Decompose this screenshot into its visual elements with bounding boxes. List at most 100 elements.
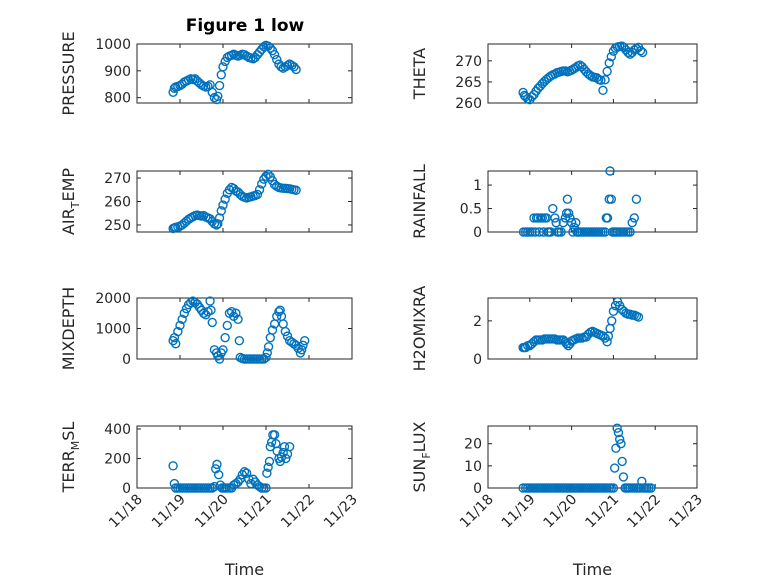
mixdepth-ytick-label: 2000 <box>95 291 131 307</box>
mixdepth-data-point <box>226 307 237 317</box>
figure-title: Figure 1 low <box>186 16 305 36</box>
sun_flux-data-point <box>617 456 627 467</box>
sun_flux-ytick-label: 20 <box>464 437 482 453</box>
sun_flux-ytick-label: 0 <box>473 481 482 497</box>
sun_flux-data-point <box>618 472 629 482</box>
air_temp-data-point <box>224 185 235 195</box>
air_temp-data-point <box>261 171 271 181</box>
sun_flux-panel: 0 10 20 11/18 11/19 11/20 11/21 11/22 11/23 Time S… <box>410 421 706 579</box>
theta-data-point <box>604 58 614 68</box>
terr_msl-data-point <box>239 467 250 477</box>
mixdepth-data-point <box>231 308 241 318</box>
air_temp-data-point <box>216 206 226 216</box>
h2omixra-data-point <box>607 316 617 326</box>
pressure-panel: 800 900 1000 PRESSURE <box>59 31 353 116</box>
sun_flux-xtick-label: 11/20 <box>541 492 581 532</box>
rainfall-data-point <box>568 227 578 237</box>
rainfall-points <box>518 166 642 237</box>
sun_flux-ytick-label: 10 <box>464 459 482 475</box>
pressure-data-point <box>291 64 301 75</box>
mixdepth-ytick-label: 1000 <box>95 322 131 338</box>
theta-data-point <box>602 66 612 77</box>
sun_flux-points <box>518 423 656 493</box>
mixdepth-data-point <box>179 308 190 318</box>
terr_msl-data-point <box>284 441 295 452</box>
h2omixra-ytick-label: 0 <box>473 352 482 368</box>
mixdepth-points <box>168 296 310 364</box>
sun_flux-xtick-label: 11/19 <box>499 492 539 532</box>
mixdepth-data-point <box>218 345 228 355</box>
theta-panel: 260 265 270 THETA <box>410 41 698 112</box>
rainfall-data-point <box>538 227 549 237</box>
terr_msl-data-point <box>246 478 256 489</box>
pressure-ytick-label: 800 <box>104 91 131 107</box>
mixdepth-data-point <box>234 336 245 346</box>
terr_msl-data-point <box>275 456 285 467</box>
pressure-ytick-label: 900 <box>104 64 131 80</box>
theta-ytick-label: 260 <box>455 96 482 112</box>
terr_msl-data-point <box>207 483 217 493</box>
h2omixra-points <box>518 297 644 353</box>
mixdepth-data-point <box>274 307 284 317</box>
terr_msl-xtick-label: 11/22 <box>278 492 318 532</box>
h2omixra-ylabel: H2OMIXRA <box>410 286 429 372</box>
rainfall-data-point <box>562 194 573 204</box>
terr_msl-data-point <box>213 470 224 480</box>
mixdepth-data-point <box>205 296 215 306</box>
terr_msl-data-point <box>254 481 265 492</box>
theta-data-point <box>623 47 633 58</box>
rainfall-data-point <box>625 227 635 237</box>
h2omixra-data-point <box>602 337 612 347</box>
mixdepth-data-point <box>186 297 196 308</box>
theta-data-point <box>600 75 610 85</box>
mixdepth-data-point <box>261 352 271 363</box>
mixdepth-data-point <box>220 332 230 343</box>
terr_msl-points <box>168 430 295 493</box>
air_temp-data-point <box>291 185 301 195</box>
terr_msl-xtick-label: 11/20 <box>192 492 232 532</box>
terr_msl-data-point <box>269 430 280 440</box>
rainfall-data-point <box>605 166 615 176</box>
mixdepth-data-point <box>298 340 308 350</box>
air_temp-data-point <box>218 200 228 210</box>
rainfall-data-point <box>606 194 617 204</box>
terr_msl-data-point <box>281 453 291 464</box>
sun_flux-data-point <box>613 427 624 438</box>
terr_msl-data-point <box>265 441 275 452</box>
pressure-data-point <box>269 50 280 60</box>
terr_msl-data-point <box>212 459 222 470</box>
theta-points <box>518 41 648 105</box>
rainfall-data-point <box>566 217 577 228</box>
pressure-data-point <box>259 41 269 52</box>
pressure-data-point <box>203 81 213 92</box>
pressure-ytick-label: 1000 <box>95 37 131 53</box>
rainfall-data-point <box>550 213 560 223</box>
air_temp-data-point <box>254 185 265 195</box>
h2omixra-panel: 0 2 H2OMIXRA <box>410 286 698 372</box>
pressure-data-point <box>272 54 282 65</box>
air_temp-ytick-label: 270 <box>104 171 131 187</box>
theta-data-point <box>606 51 617 62</box>
air_temp-ytick-label: 260 <box>104 195 131 211</box>
theta-ylabel: THETA <box>410 48 429 100</box>
sun_flux-data-point <box>646 483 656 493</box>
air_temp-data-point <box>213 219 223 229</box>
air_temp-data-point <box>263 169 273 179</box>
theta-data-point <box>550 69 560 79</box>
terr_msl-data-point <box>241 468 252 478</box>
terr_msl-data-point <box>278 447 288 458</box>
mixdepth-panel: 0 1000 2000 MIXDEPTH <box>59 287 353 370</box>
mixdepth-data-point <box>175 320 185 331</box>
mixdepth-ytick-label: 0 <box>122 352 131 368</box>
air_temp-ylabel: AIRTEMP <box>59 168 82 235</box>
mixdepth-data-point <box>282 331 293 341</box>
terr_msl-ytick-label: 400 <box>104 422 131 438</box>
mixdepth-data-point <box>177 314 187 325</box>
terr_msl-xtick-label: 11/19 <box>149 492 189 532</box>
mixdepth-data-point <box>275 305 285 315</box>
terr_msl-ytick-label: 0 <box>122 481 131 497</box>
air_temp-panel: 250 260 270 AIRTEMP <box>59 168 353 235</box>
sun_flux-data-point <box>608 483 619 493</box>
sun_flux-xtick-label: 11/23 <box>666 492 706 532</box>
